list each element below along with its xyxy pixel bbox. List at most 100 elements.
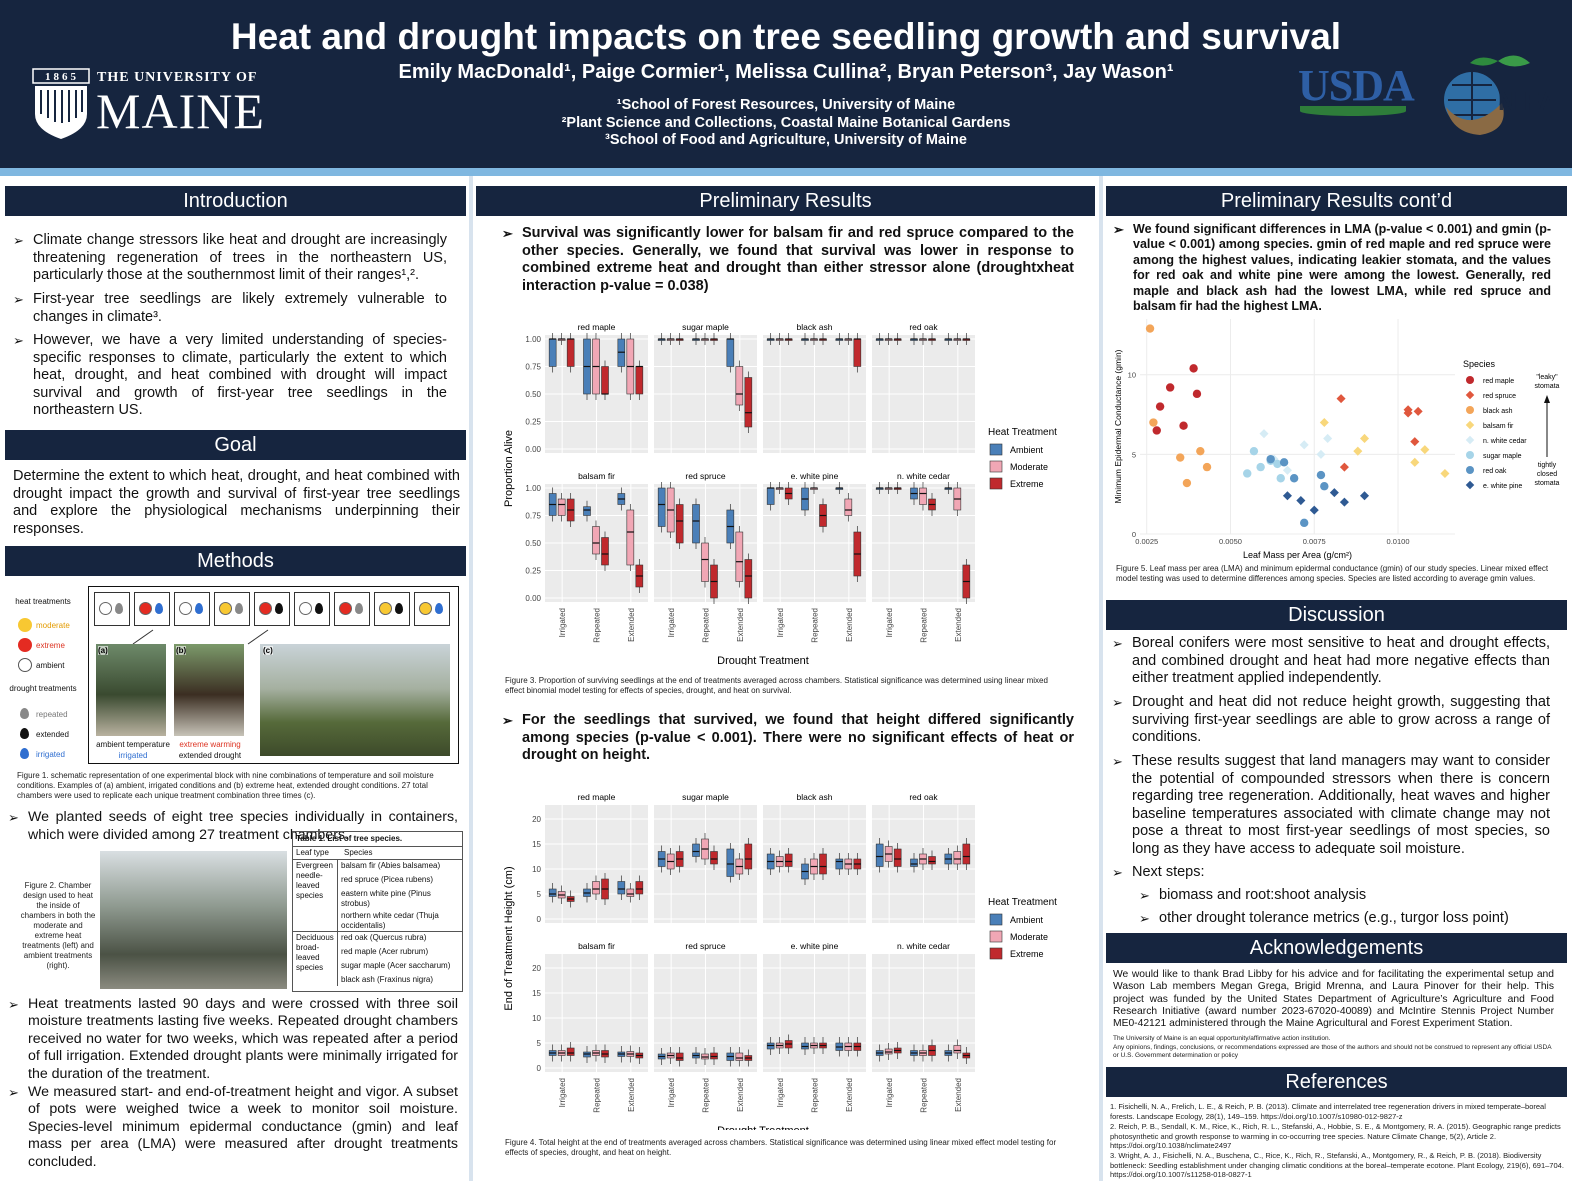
drought-legend-repeated: repeated xyxy=(36,710,68,719)
data-point xyxy=(1256,462,1265,472)
legend-title: Heat Treatment xyxy=(988,897,1057,908)
facet-label: black ash xyxy=(797,322,833,332)
facet-label: sugar maple xyxy=(682,792,729,802)
results2-bullet-1: We found significant differences in LMA … xyxy=(1108,222,1551,314)
x-tick-label: Irrigated xyxy=(885,1078,894,1107)
box xyxy=(893,848,902,867)
table-group-deciduous: Deciduous broad-leaved species red oak (… xyxy=(293,932,462,986)
box xyxy=(601,366,609,395)
sun-icon xyxy=(339,602,352,615)
legend-marker xyxy=(1465,480,1475,490)
box xyxy=(566,338,575,367)
box xyxy=(675,1052,684,1061)
drop-icon xyxy=(315,603,323,614)
acknowledgements-heading: Acknowledgements xyxy=(1106,933,1567,963)
methods-heading: Methods xyxy=(5,546,466,576)
reference-3: 3. Wright, A. J., Fisichelli, N. A., Bus… xyxy=(1110,1151,1564,1179)
box xyxy=(726,848,735,877)
discussion-bullet-2: Drought and heat did not reduce height g… xyxy=(1107,694,1550,747)
discussion-subbullet-1: biomass and root:shoot analysis xyxy=(1134,887,1559,905)
box xyxy=(735,366,744,406)
y-tick-label: 15 xyxy=(532,989,541,998)
box xyxy=(844,498,853,516)
table-leaftype-cell: Deciduous broad-leaved species xyxy=(293,932,338,986)
box xyxy=(875,843,884,867)
table-leaftype-cell: Evergreen needle-leaved species xyxy=(293,860,338,931)
photo-b-caption-2: extended drought xyxy=(178,751,242,760)
data-point xyxy=(1273,459,1282,469)
methods-bullet-1: We planted seeds of eight tree species i… xyxy=(3,809,458,844)
facet-label: red oak xyxy=(909,792,938,802)
data-point xyxy=(1155,402,1165,411)
data-point xyxy=(1243,469,1252,478)
y-tick-label: 5 xyxy=(537,890,542,899)
x-tick-label: Extended xyxy=(845,608,854,642)
sun-icon xyxy=(259,602,272,615)
figure-1-caption: Figure 1. schematic representation of on… xyxy=(17,771,434,800)
discussion-bullet-4: Next steps: xyxy=(1107,864,1550,882)
facet-label: e. white pine xyxy=(791,941,839,951)
box xyxy=(744,377,753,428)
x-tick-label: Repeated xyxy=(920,608,929,643)
x-tick-label: Extended xyxy=(954,608,963,642)
data-point xyxy=(1196,446,1205,456)
drop-extended-icon xyxy=(20,728,29,739)
sun-icon xyxy=(419,602,432,615)
data-point xyxy=(1149,418,1158,427)
box xyxy=(784,853,793,867)
box xyxy=(835,858,844,870)
results-heading: Preliminary Results xyxy=(476,186,1095,216)
results-bullet-1: Survival was significantly lower for bal… xyxy=(497,225,1074,295)
y-tick-label: 10 xyxy=(532,865,541,874)
legend-label: black ash xyxy=(1483,408,1513,415)
survival-chart: Proportion Alive Drought Treatment red map… xyxy=(503,322,1057,665)
box xyxy=(557,498,566,516)
header-stripe xyxy=(0,168,1572,176)
box xyxy=(692,504,700,544)
legend-swatch xyxy=(989,930,1003,943)
x-tick-label: Repeated xyxy=(702,1078,711,1113)
sun-icon xyxy=(379,602,392,615)
x-tick-label: 0.0050 xyxy=(1219,537,1242,546)
discussion-bullet-3: These results suggest that land managers… xyxy=(1107,753,1550,859)
discussion-heading: Discussion xyxy=(1106,600,1567,630)
photo-a-caption-1: ambient temperature xyxy=(96,740,170,749)
disclaimer-statement: Any opinions, findings, conclusions, or … xyxy=(1113,1044,1552,1059)
photo-b-label: (b) xyxy=(176,646,187,655)
y-tick-label: 0.75 xyxy=(525,363,541,372)
legend-label: n. white cedar xyxy=(1483,438,1527,445)
heat-legend-ambient: ambient xyxy=(36,661,65,670)
legend-marker xyxy=(1465,435,1475,445)
height-chart: End of Treatment Height (cm) Drought Trea… xyxy=(503,792,1057,1130)
goal-heading: Goal xyxy=(5,430,466,460)
box xyxy=(657,487,666,527)
intro-bullet-2: First-year tree seedlings are likely ext… xyxy=(8,291,447,326)
legend-title: Species xyxy=(1463,359,1496,369)
shield-icon xyxy=(32,68,90,139)
annotation-bottom: stomata xyxy=(1535,480,1560,487)
box xyxy=(583,506,591,516)
drought-legend-extended: extended xyxy=(36,730,69,739)
affiliation-2: ²Plant Science and Collections, Coastal … xyxy=(561,115,1011,131)
x-axis-title: Drought Treatment xyxy=(717,655,809,665)
data-point xyxy=(1249,446,1259,456)
photo-c xyxy=(260,644,450,756)
y-tick-label: 0 xyxy=(537,915,542,924)
references-heading: References xyxy=(1106,1067,1567,1097)
legend-label: Moderate xyxy=(1010,462,1048,472)
usda-logo: USDA xyxy=(1298,60,1415,120)
table-species-cell: balsam fir (Abies balsamea) xyxy=(341,861,441,870)
annotation-bottom: tightly xyxy=(1538,462,1557,469)
facet-label: red spruce xyxy=(685,941,725,951)
y-tick-label: 0.25 xyxy=(525,567,541,576)
x-axis-title: Leaf Mass per Area (g/cm²) xyxy=(1243,550,1352,560)
box xyxy=(701,542,709,582)
drop-icon xyxy=(275,603,283,614)
table-title: Table 1. List of tree species. xyxy=(293,832,462,847)
drop-icon xyxy=(195,603,203,614)
x-tick-label: Irrigated xyxy=(667,1078,676,1107)
table-header-row: Leaf type Species xyxy=(293,847,462,860)
column-separator xyxy=(1099,176,1103,1181)
chamber-cell xyxy=(374,592,410,626)
x-tick-label: Irrigated xyxy=(776,1078,785,1107)
